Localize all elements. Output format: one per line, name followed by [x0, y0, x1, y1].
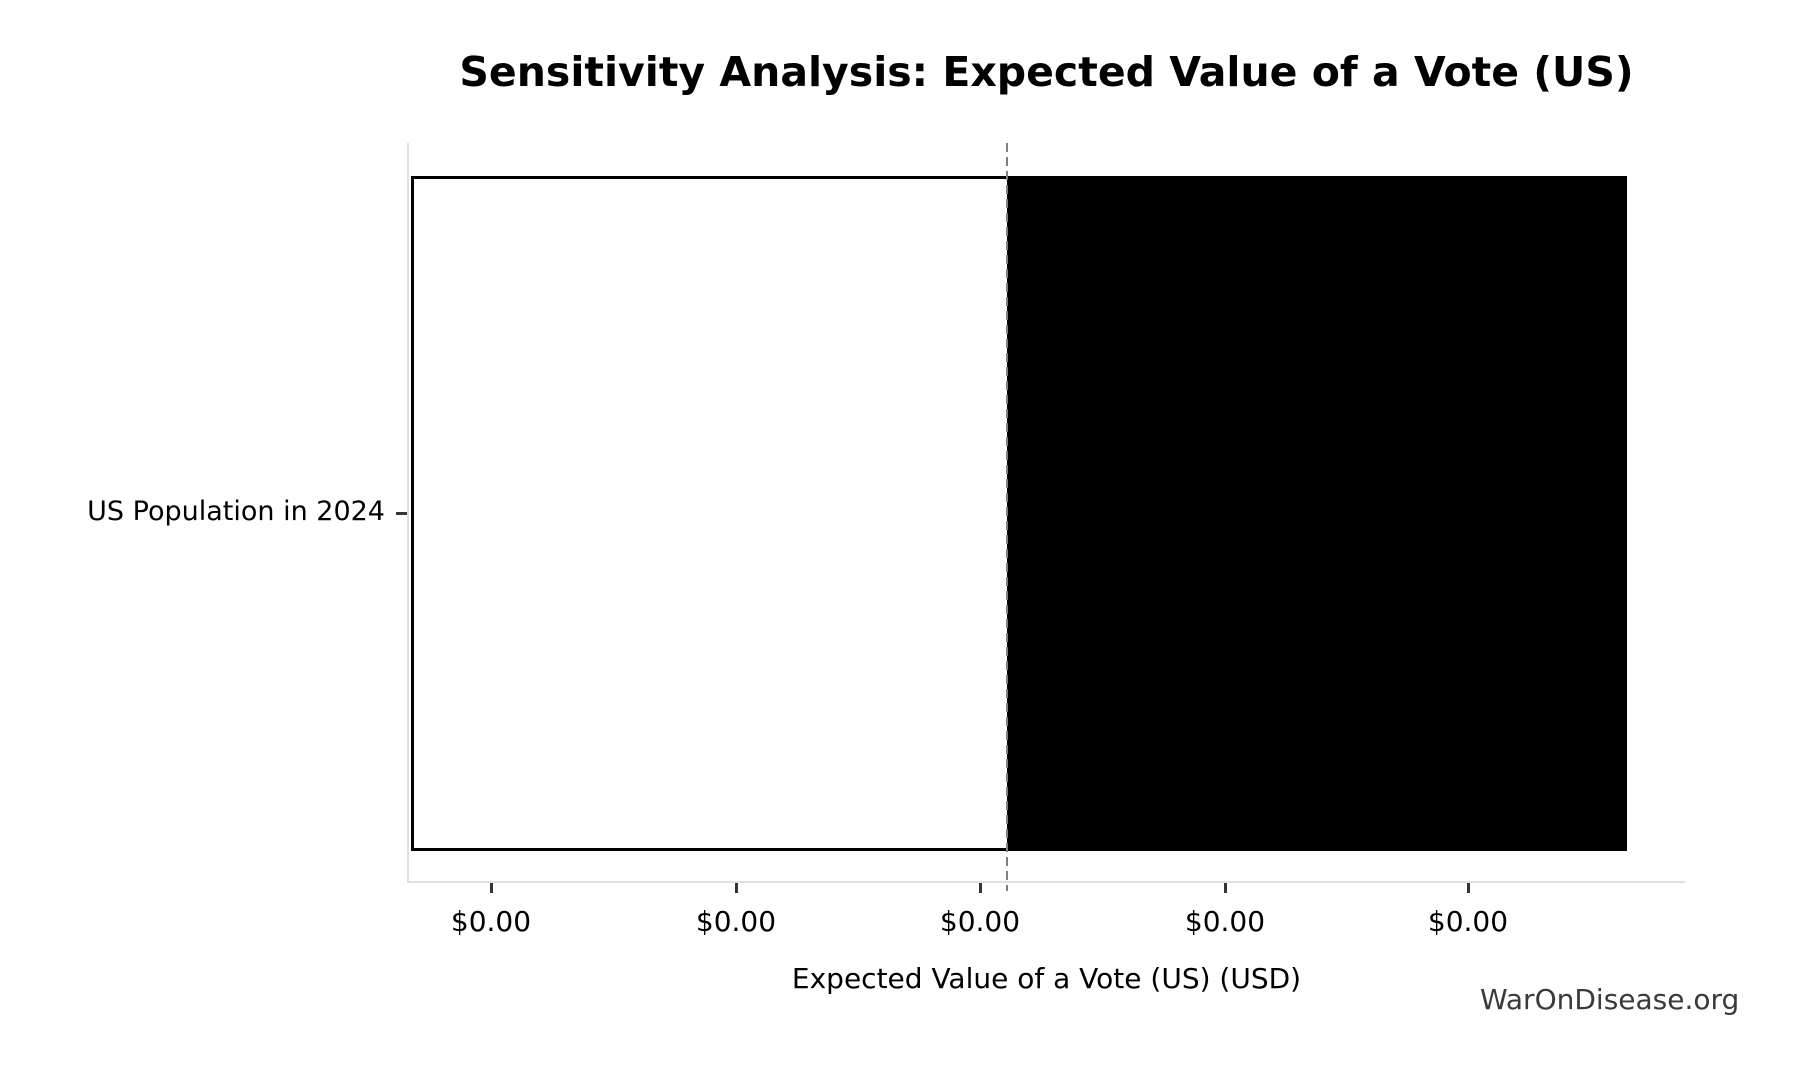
chart-title: Sensitivity Analysis: Expected Value of …: [459, 48, 1634, 96]
y-axis-category-label: US Population in 2024: [87, 496, 385, 527]
x-tick-mark-1: [490, 883, 493, 893]
x-tick-label-2: $0.00: [695, 905, 777, 938]
x-tick-mark-4: [1224, 883, 1227, 893]
x-tick-label-4: $0.00: [1184, 905, 1266, 938]
x-axis-spine: [407, 881, 1685, 883]
x-tick-label-3: $0.00: [939, 905, 1021, 938]
x-tick-label-5: $0.00: [1427, 905, 1509, 938]
bar-high-segment: [1007, 176, 1627, 851]
x-tick-mark-2: [735, 883, 738, 893]
x-axis-label: Expected Value of a Vote (US) (USD): [791, 962, 1302, 995]
y-tick-mark: [396, 512, 407, 515]
y-axis-spine: [407, 143, 409, 883]
x-tick-label-1: $0.00: [450, 905, 532, 938]
watermark-text: WarOnDisease.org: [1480, 983, 1740, 1016]
baseline-dashed-line: [1006, 143, 1008, 891]
x-tick-mark-3: [979, 883, 982, 893]
x-tick-mark-5: [1467, 883, 1470, 893]
